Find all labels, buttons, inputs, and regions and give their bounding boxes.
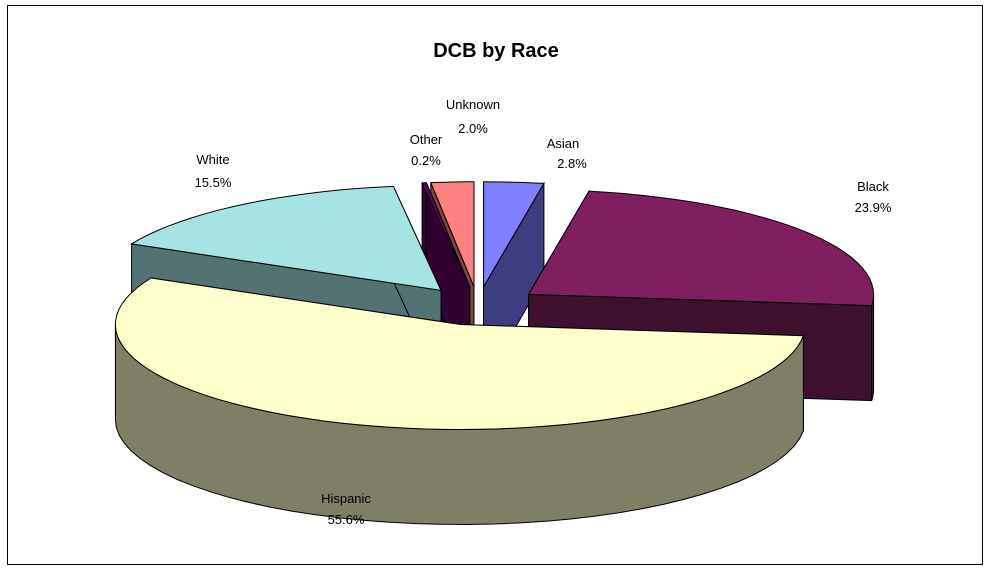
slice-black-rim [871,294,875,401]
label-hispanic-percent: 55.6% [328,512,365,527]
slice-hispanic-top [114,277,805,431]
label-unknown-percent: 2.0% [458,121,488,136]
slice-other-top [421,182,471,288]
label-hispanic-name: Hispanic [321,491,371,506]
label-asian-percent: 2.8% [557,156,587,171]
label-black-percent: 23.9% [855,200,892,215]
slice-white-top [130,185,442,292]
label-black-name: Black [857,179,889,194]
pie-chart: Asian 2.8% Black 23.9% Hispanic 55.6% White 15.… [114,97,892,527]
label-white-name: White [196,152,229,167]
slice-hispanic [114,277,805,526]
slice-unknown-top [430,181,475,287]
label-asian-name: Asian [547,136,580,151]
label-other-percent: 0.2% [411,153,441,168]
slice-black-top [527,190,875,307]
slice-asian-top [483,181,545,289]
chart-frame: DCB by Race Asian 2.8% Black 23.9% Hispanic 5… [7,5,983,565]
label-white-percent: 15.5% [195,175,232,190]
label-unknown-name: Unknown [446,97,500,112]
label-other-name: Other [410,132,443,147]
chart-title: DCB by Race [433,40,559,62]
